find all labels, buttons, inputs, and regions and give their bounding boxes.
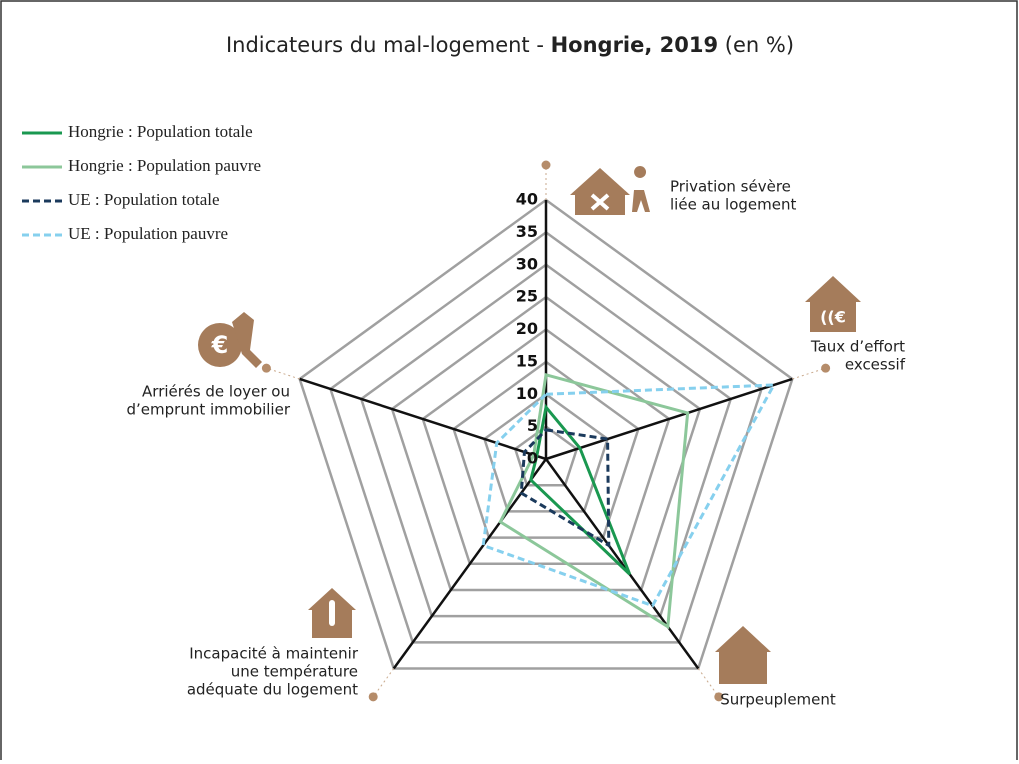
title-bold: Hongrie, 2019: [551, 33, 719, 57]
tick-label: 40: [516, 190, 538, 209]
chart-title: Indicateurs du mal-logement - Hongrie, 2…: [226, 33, 794, 57]
category-label: liée au logement: [670, 196, 796, 214]
title-prefix: Indicateurs du mal-logement -: [226, 33, 551, 57]
icon-house: [715, 626, 771, 684]
icon-chain: [232, 312, 262, 368]
icon-thermometer: [329, 600, 335, 626]
icon-house: [570, 168, 630, 215]
title-suffix: (en %): [718, 33, 794, 57]
icon-house: [805, 276, 861, 332]
tick-label: 10: [516, 384, 538, 403]
tick-label: 35: [516, 222, 538, 241]
category-label: Surpeuplement: [720, 691, 836, 709]
series-line: [481, 383, 777, 608]
icon-cross: [590, 193, 610, 211]
category-label: Privation sévère: [670, 178, 791, 196]
axis-dot: [261, 363, 271, 373]
icon-symbol: €: [211, 331, 229, 359]
legend-label: UE : Population pauvre: [68, 224, 228, 243]
category-label: d’emprunt immobilier: [127, 401, 291, 419]
category-label: adéquate du logement: [187, 681, 358, 699]
axis-dot: [821, 363, 831, 373]
icon-symbol: ((€: [820, 308, 846, 327]
grid-ring: [298, 198, 794, 670]
tick-label: 5: [527, 416, 538, 435]
axis-dot: [368, 692, 378, 702]
spoke: [299, 377, 547, 461]
category-label: Incapacité à maintenir: [189, 645, 359, 663]
icons: [198, 166, 861, 684]
grid-ring: [452, 360, 640, 539]
category-label: Arriérés de loyer ou: [142, 383, 290, 401]
icon-details: ((€ €: [211, 193, 846, 626]
tick-label: 30: [516, 254, 538, 273]
category-label: excessif: [845, 356, 906, 374]
category-label: Taux d’effort: [810, 338, 905, 356]
axis-leader: [697, 668, 720, 698]
axis-dot: [541, 160, 551, 170]
grid-ring: [513, 425, 579, 487]
grid-ring: [421, 327, 671, 566]
grid-ring: [390, 295, 702, 592]
tick-label: 25: [516, 287, 538, 306]
axis-leader: [266, 367, 300, 380]
tick-label: 20: [516, 319, 538, 338]
legend-label: Hongrie : Population totale: [68, 122, 253, 141]
spoke: [544, 458, 700, 670]
tick-label: 15: [516, 351, 538, 370]
tick-label: 0: [527, 449, 538, 468]
axis-leader: [792, 367, 826, 380]
grid-ring: [482, 392, 610, 513]
axis-dot: [714, 692, 724, 702]
legend-label: UE : Population totale: [68, 190, 220, 209]
spoke: [545, 377, 793, 461]
series-line: [498, 372, 690, 630]
icon-coin: [198, 323, 242, 367]
axis-leader: [372, 668, 395, 698]
grid-ring: [359, 263, 733, 618]
legend-label: Hongrie : Population pauvre: [68, 156, 261, 175]
icon-person: [632, 166, 650, 212]
category-label: une température: [231, 663, 358, 681]
grid-ring: [328, 230, 764, 644]
